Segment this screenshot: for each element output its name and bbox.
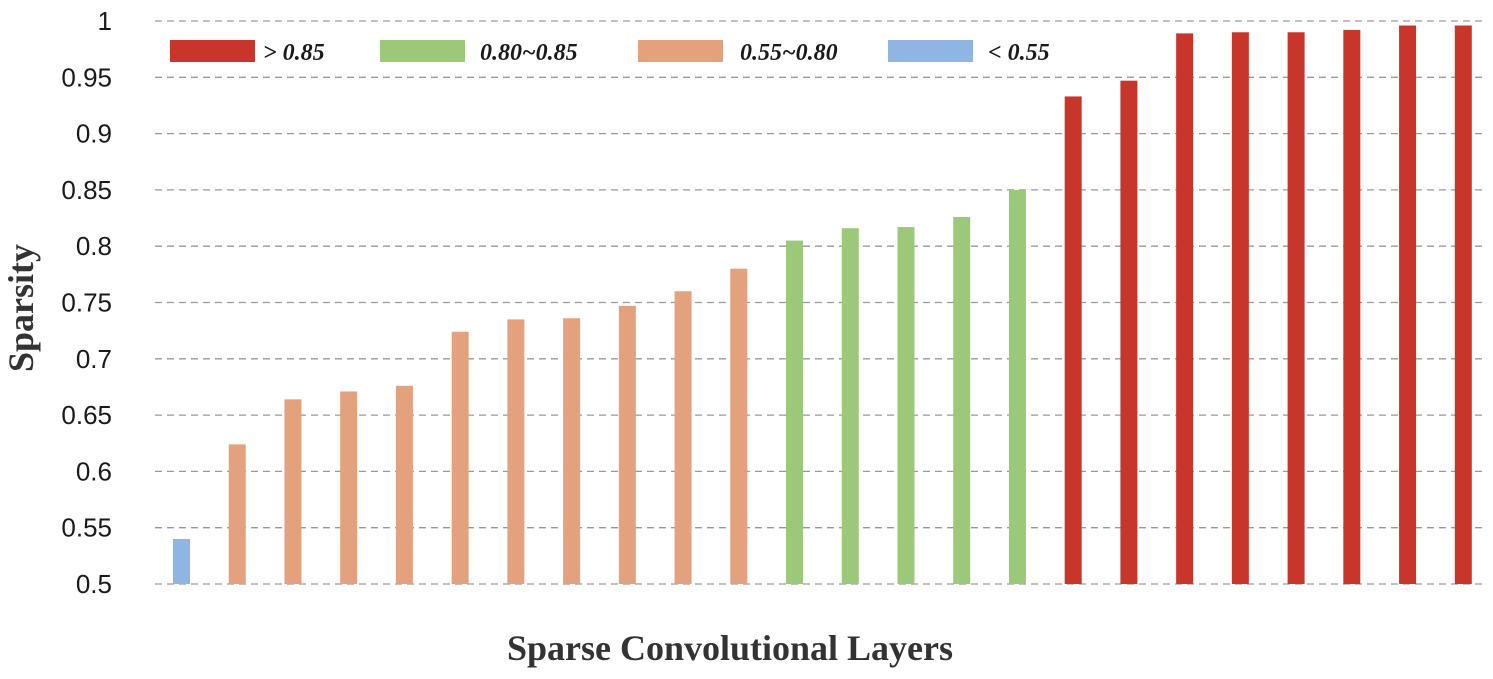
bar xyxy=(1008,189,1026,584)
bar xyxy=(340,391,358,584)
bar xyxy=(1176,33,1194,585)
y-tick-label: 0.95 xyxy=(61,62,112,92)
bar xyxy=(228,444,246,584)
legend-swatch xyxy=(888,40,973,62)
legend-swatch xyxy=(638,40,723,62)
bar xyxy=(451,331,469,584)
bar xyxy=(841,228,859,584)
bar xyxy=(618,305,636,584)
legend-label: 0.80~0.85 xyxy=(480,40,578,66)
y-tick-label: 1 xyxy=(98,6,112,36)
bar xyxy=(953,216,971,584)
y-tick-label: 0.75 xyxy=(61,288,112,318)
bar xyxy=(897,227,915,585)
bar xyxy=(1231,32,1249,584)
bar xyxy=(563,318,581,584)
y-tick-label: 0.55 xyxy=(61,513,112,543)
y-tick-label: 0.9 xyxy=(76,119,112,149)
y-axis-title: Sparsity xyxy=(1,244,41,372)
legend-swatch xyxy=(380,40,465,62)
x-axis-title: Sparse Convolutional Layers xyxy=(507,628,953,668)
bar xyxy=(1287,32,1305,584)
bar xyxy=(173,538,190,584)
bar xyxy=(786,240,804,584)
grid-lines xyxy=(155,20,1485,585)
y-tick-label: 0.85 xyxy=(61,175,112,205)
legend-label: > 0.85 xyxy=(263,40,325,66)
y-axis-tick-labels: 0.5 0.55 0.6 0.65 0.7 0.75 0.8 0.85 0.9 0.95 1 xyxy=(61,6,112,599)
bar xyxy=(395,385,413,584)
bar xyxy=(1120,80,1138,584)
bar xyxy=(1343,30,1361,585)
bar xyxy=(730,268,748,584)
bar xyxy=(1399,25,1417,584)
bar xyxy=(1454,25,1472,584)
y-tick-label: 0.6 xyxy=(76,456,112,486)
bars xyxy=(173,25,1472,585)
y-tick-label: 0.65 xyxy=(61,400,112,430)
legend-swatch xyxy=(170,40,255,62)
y-tick-label: 0.7 xyxy=(76,344,112,374)
bar xyxy=(284,399,302,584)
legend-label: < 0.55 xyxy=(988,40,1050,66)
legend-label: 0.55~0.80 xyxy=(740,40,838,66)
bar xyxy=(674,291,692,584)
bar xyxy=(507,319,525,584)
bar xyxy=(1064,96,1082,584)
legend: > 0.85 0.80~0.85 0.55~0.80 < 0.55 xyxy=(170,40,1050,66)
y-tick-label: 0.5 xyxy=(76,569,112,599)
y-tick-label: 0.8 xyxy=(76,231,112,261)
